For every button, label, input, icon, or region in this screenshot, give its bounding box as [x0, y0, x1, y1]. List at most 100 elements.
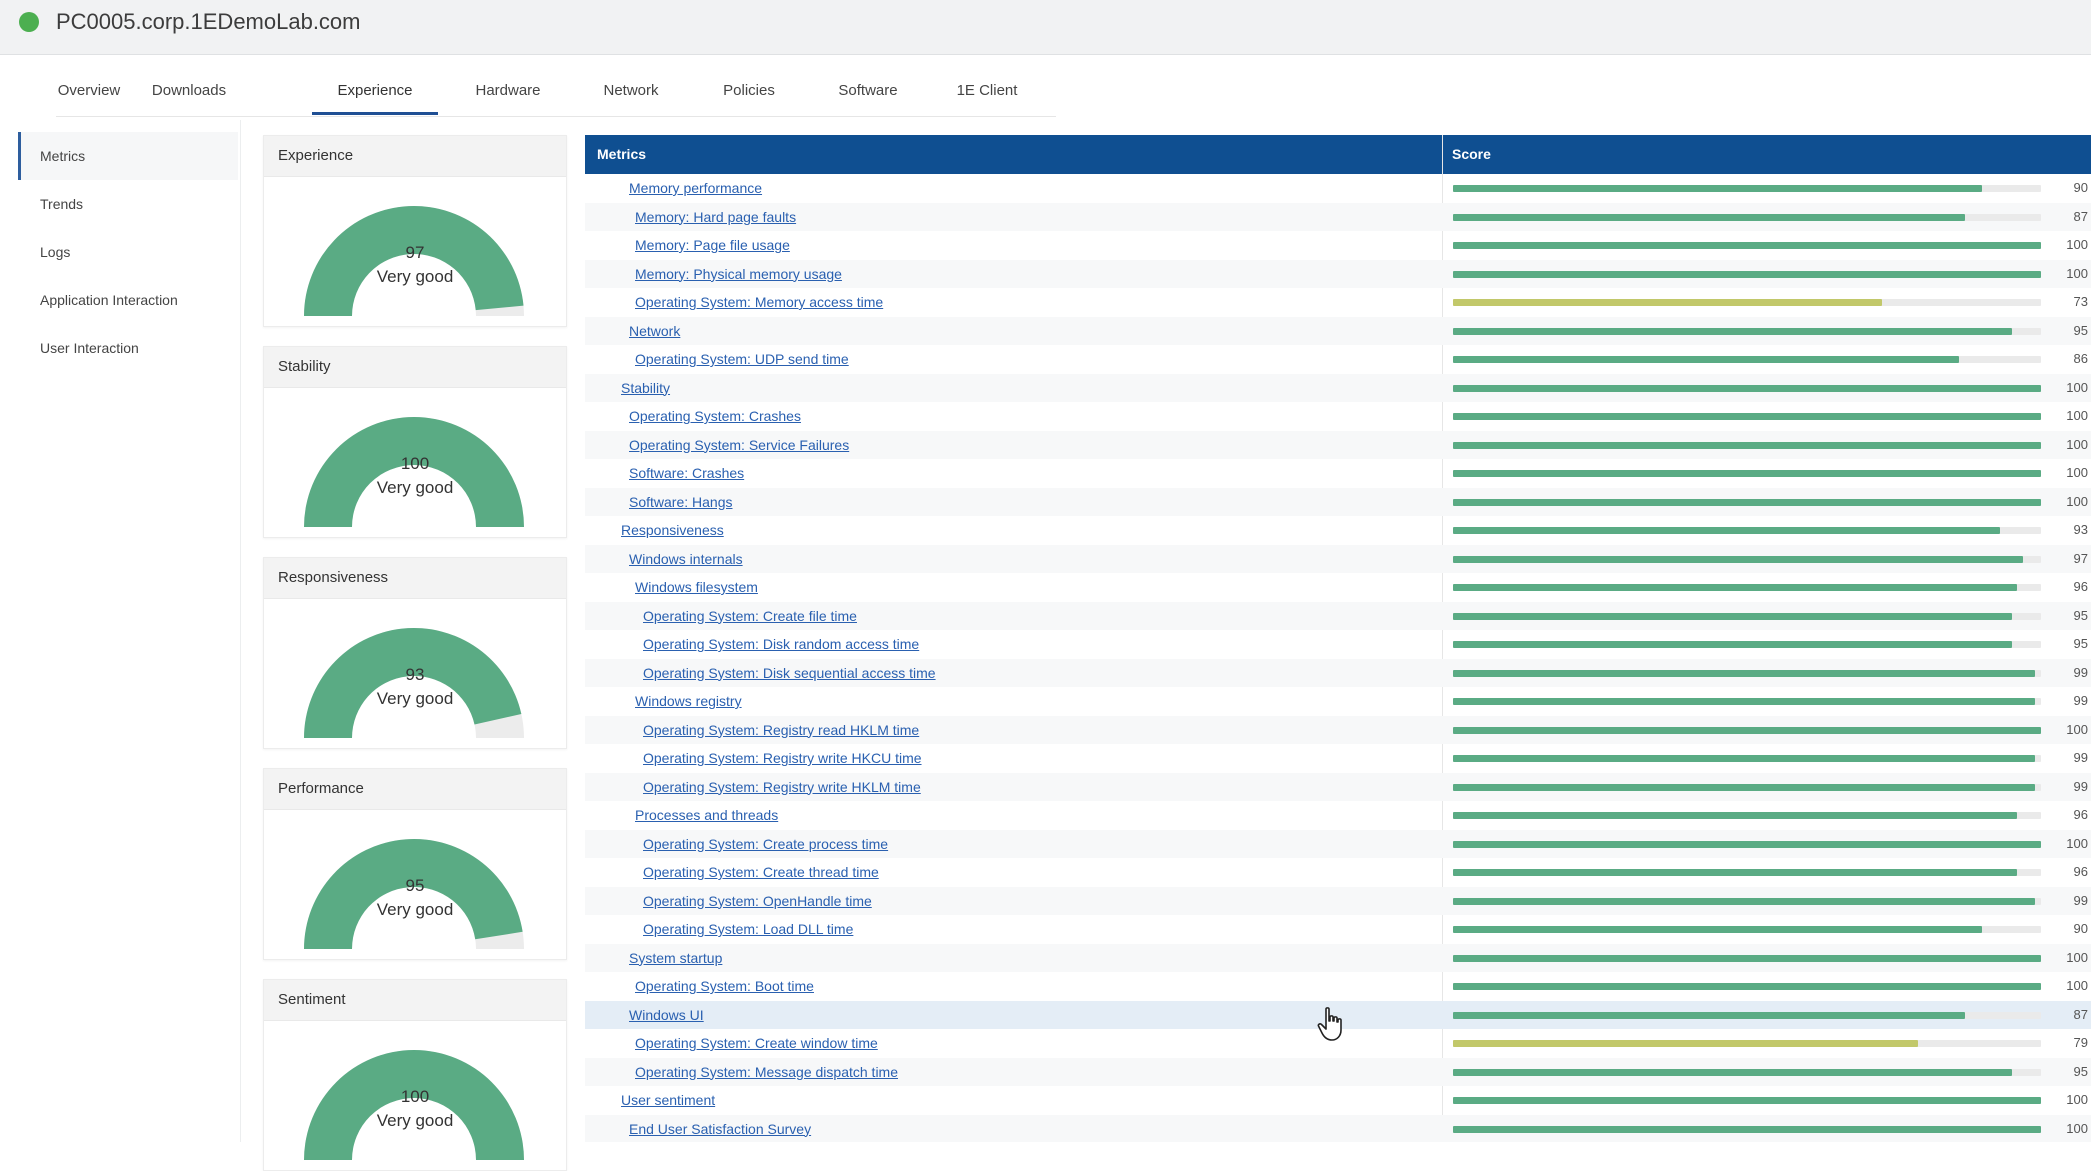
- sidebar-item-logs[interactable]: Logs: [40, 244, 71, 260]
- table-row[interactable]: Operating System: Create process time 100: [585, 829, 2091, 858]
- metric-link[interactable]: Stability: [621, 379, 671, 396]
- metric-link[interactable]: Operating System: Load DLL time: [643, 921, 854, 937]
- metric-link[interactable]: Processes and threads: [635, 807, 779, 823]
- table-row[interactable]: Operating System: OpenHandle time 99: [585, 886, 2091, 915]
- table-row[interactable]: User sentiment 100: [585, 1086, 2091, 1115]
- metric-link[interactable]: Memory: Physical memory usage: [635, 265, 842, 282]
- tab-software[interactable]: Software: [838, 82, 898, 99]
- tab-network[interactable]: Network: [603, 82, 659, 99]
- score-bar: [1453, 897, 2041, 905]
- table-row[interactable]: Windows internals 97: [585, 544, 2091, 573]
- metric-link[interactable]: Windows UI: [629, 1006, 704, 1023]
- device-hostname: PC0005.corp.1EDemoLab.com: [56, 9, 361, 34]
- table-row[interactable]: Memory: Hard page faults 87: [585, 202, 2091, 231]
- table-row[interactable]: Operating System: Service Failures 100: [585, 430, 2091, 459]
- score-bar-fill: [1453, 470, 2041, 477]
- tab-hardware[interactable]: Hardware: [475, 82, 541, 99]
- metric-link[interactable]: Software: Crashes: [629, 465, 745, 481]
- table-row[interactable]: Operating System: Create thread time 96: [585, 858, 2091, 887]
- metric-link[interactable]: Windows registry: [635, 693, 742, 709]
- metric-link[interactable]: Memory: Page file usage: [635, 237, 790, 253]
- table-row[interactable]: Windows registry 99: [585, 687, 2091, 716]
- metric-link[interactable]: Operating System: Memory access time: [635, 294, 884, 310]
- metric-link[interactable]: Operating System: Message dispatch time: [635, 1063, 899, 1080]
- tab-experience[interactable]: Experience: [312, 68, 438, 115]
- metric-link[interactable]: Windows filesystem: [635, 579, 758, 595]
- tab-overview[interactable]: Overview: [57, 82, 121, 99]
- table-row[interactable]: Operating System: Crashes 100: [585, 402, 2091, 431]
- metric-link[interactable]: User sentiment: [621, 1092, 716, 1108]
- score-bar-fill: [1453, 783, 2036, 791]
- metric-link[interactable]: System startup: [629, 949, 723, 966]
- metric-link[interactable]: Operating System: Disk sequential access…: [643, 664, 936, 681]
- score-bar: [1453, 1068, 2041, 1076]
- metric-link[interactable]: Operating System: Registry write HKCU ti…: [643, 750, 922, 766]
- metric-link[interactable]: Network: [629, 322, 681, 339]
- table-row[interactable]: Operating System: Boot time 100: [585, 972, 2091, 1001]
- tab-policies[interactable]: Policies: [723, 82, 775, 99]
- metric-link[interactable]: Memory performance: [629, 180, 763, 196]
- metric-link[interactable]: Memory: Hard page faults: [635, 208, 797, 225]
- table-row[interactable]: System startup 100: [585, 943, 2091, 972]
- column-header-score[interactable]: Score: [1452, 146, 1491, 162]
- score-value: 100: [2066, 949, 2088, 965]
- table-row[interactable]: Network 95: [585, 316, 2091, 345]
- table-row[interactable]: Windows filesystem 96: [585, 573, 2091, 602]
- stability-card: Stability 100 Very good: [263, 346, 567, 538]
- metric-link[interactable]: Operating System: Registry write HKLM ti…: [643, 778, 921, 795]
- metric-link[interactable]: Software: Hangs: [629, 493, 733, 510]
- table-row[interactable]: Responsiveness 93: [585, 516, 2091, 545]
- metric-link[interactable]: Operating System: Boot time: [635, 978, 814, 994]
- table-row[interactable]: Operating System: Disk sequential access…: [585, 658, 2091, 687]
- metric-link[interactable]: Windows internals: [629, 550, 743, 567]
- performance-gauge: [304, 839, 524, 949]
- sidebar-item-user-interaction[interactable]: User Interaction: [40, 340, 139, 356]
- score-bar: [1453, 584, 2041, 591]
- table-row[interactable]: Operating System: Registry write HKLM ti…: [585, 772, 2091, 801]
- sidebar-item-metrics[interactable]: Metrics: [18, 132, 238, 180]
- score-bar: [1453, 641, 2041, 648]
- score-value: 97: [2073, 550, 2088, 566]
- table-row[interactable]: Operating System: Create file time 95: [585, 601, 2091, 630]
- table-row[interactable]: Operating System: Message dispatch time 9…: [585, 1057, 2091, 1086]
- sidebar-item-application-interaction[interactable]: Application Interaction: [40, 292, 178, 308]
- metric-link[interactable]: Operating System: UDP send time: [635, 351, 849, 367]
- column-header-metrics[interactable]: Metrics: [597, 146, 647, 162]
- table-row[interactable]: Software: Hangs 100: [585, 487, 2091, 516]
- table-row[interactable]: Memory performance 90: [585, 174, 2091, 203]
- metric-link[interactable]: Operating System: Disk random access tim…: [643, 636, 920, 652]
- score-bar-fill: [1453, 384, 2041, 392]
- table-row[interactable]: Operating System: Load DLL time 90: [585, 915, 2091, 944]
- table-row[interactable]: Operating System: Registry read HKLM tim…: [585, 715, 2091, 744]
- tab-downloads[interactable]: Downloads: [151, 82, 227, 99]
- table-row[interactable]: Operating System: Disk random access tim…: [585, 630, 2091, 659]
- metric-link[interactable]: Operating System: Crashes: [629, 408, 801, 424]
- table-row[interactable]: End User Satisfaction Survey 100: [585, 1114, 2091, 1142]
- metric-link[interactable]: Operating System: Create file time: [643, 607, 857, 624]
- table-row[interactable]: Operating System: Memory access time 73: [585, 288, 2091, 317]
- metric-link[interactable]: Operating System: Create process time: [643, 835, 889, 852]
- table-row[interactable]: Operating System: Registry write HKCU ti…: [585, 744, 2091, 773]
- metric-link[interactable]: Operating System: Create thread time: [643, 864, 879, 880]
- metric-link[interactable]: Operating System: OpenHandle time: [643, 892, 872, 909]
- card-title: Stability: [264, 347, 566, 388]
- table-row[interactable]: Memory: Physical memory usage 100: [585, 259, 2091, 288]
- metric-link[interactable]: Responsiveness: [621, 522, 724, 538]
- score-bar-fill: [1453, 356, 1959, 363]
- metric-link[interactable]: Operating System: Registry read HKLM tim…: [643, 721, 920, 738]
- table-row[interactable]: Stability 100: [585, 373, 2091, 402]
- score-bar-fill: [1453, 527, 2000, 534]
- table-row[interactable]: Operating System: UDP send time 86: [585, 345, 2091, 374]
- metric-link[interactable]: Operating System: Service Failures: [629, 436, 850, 453]
- table-row[interactable]: Memory: Page file usage 100: [585, 231, 2091, 260]
- table-row[interactable]: Operating System: Create window time 79: [585, 1029, 2091, 1058]
- table-row[interactable]: Processes and threads 96: [585, 801, 2091, 830]
- table-row[interactable]: Software: Crashes 100: [585, 459, 2091, 488]
- sidebar-item-trends[interactable]: Trends: [40, 196, 84, 212]
- score-value: 87: [2073, 1006, 2088, 1022]
- metric-link[interactable]: End User Satisfaction Survey: [629, 1120, 812, 1137]
- metric-link[interactable]: Operating System: Create window time: [635, 1035, 878, 1051]
- score-value: 100: [2066, 465, 2088, 480]
- gauge-fill: [304, 628, 522, 738]
- tab-1e-client[interactable]: 1E Client: [956, 82, 1018, 99]
